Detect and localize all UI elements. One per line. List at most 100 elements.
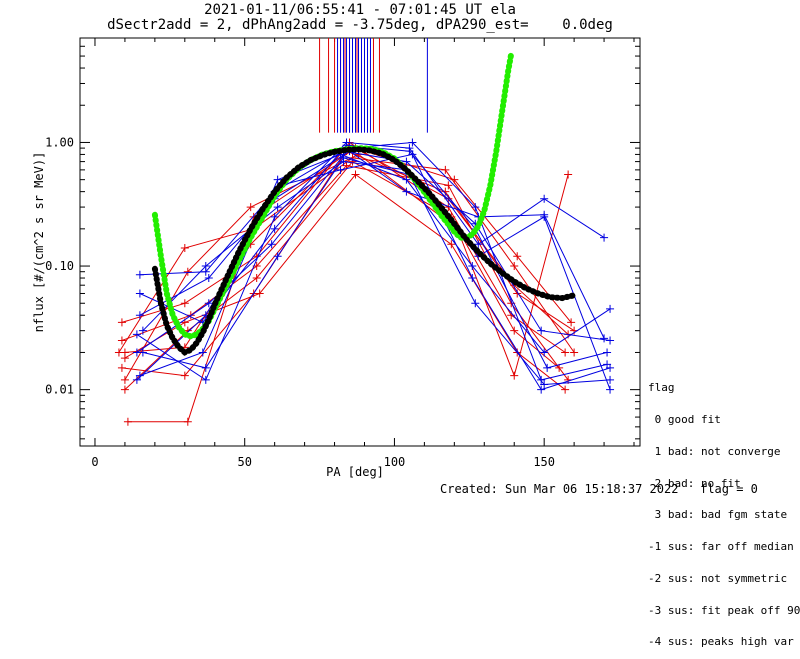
- data-point-red: [441, 165, 450, 174]
- data-point-blue: [606, 363, 615, 372]
- data-point-blue: [537, 385, 546, 394]
- series-line-blue: [142, 161, 611, 390]
- series-line-blue: [139, 150, 611, 341]
- data-point-blue: [132, 375, 141, 384]
- data-point-blue: [402, 157, 411, 166]
- y-tick-label: 0.10: [45, 259, 74, 273]
- x-tick-label: 50: [237, 455, 251, 469]
- data-point-red: [120, 385, 129, 394]
- data-point-blue: [201, 262, 210, 271]
- data-point-blue: [468, 262, 477, 271]
- legend-title: flag: [648, 381, 675, 395]
- data-point-blue: [408, 150, 417, 159]
- data-point-red: [567, 318, 576, 327]
- series-line-red: [121, 150, 575, 377]
- data-point-blue: [540, 210, 549, 219]
- data-point-red: [120, 375, 129, 384]
- data-point-blue: [273, 175, 282, 184]
- data-point-blue: [537, 326, 546, 335]
- legend-entry-2: 2 bad: no fit: [648, 476, 741, 490]
- data-point-blue: [540, 380, 549, 389]
- flag-legend: flag 0 good fit 1 bad: not converge 2 ba…: [648, 362, 800, 659]
- data-point-red: [561, 348, 570, 357]
- x-tick-label: 0: [91, 455, 98, 469]
- legend-entry-3: 3 bad: bad fgm state: [648, 508, 788, 522]
- data-point-blue: [336, 165, 345, 174]
- data-point-red: [561, 385, 570, 394]
- data-point-red: [117, 318, 126, 327]
- data-point-blue: [204, 274, 213, 283]
- data-point-red: [183, 417, 192, 426]
- data-point-blue: [273, 203, 282, 212]
- data-point-red: [564, 170, 573, 179]
- data-point-blue: [537, 375, 546, 384]
- data-point-blue: [135, 289, 144, 298]
- series-line-blue: [139, 144, 608, 369]
- data-point-blue: [603, 348, 612, 357]
- series-line-red: [124, 160, 560, 390]
- data-point-blue: [408, 138, 417, 147]
- data-point-blue: [270, 224, 279, 233]
- legend-entry-6: -3 sus: fit peak off 90: [648, 603, 800, 617]
- data-point-blue: [606, 304, 615, 313]
- data-point-red: [120, 354, 129, 363]
- data-point-red: [513, 289, 522, 298]
- data-point-red: [117, 336, 126, 345]
- data-point-blue: [606, 336, 615, 345]
- chart-title-line1: 2021-01-11/06:55:41 - 07:01:45 UT ela: [204, 2, 516, 18]
- data-point-red: [510, 326, 519, 335]
- data-point-blue: [471, 299, 480, 308]
- axes-frame: [79, 37, 641, 447]
- data-point-blue: [474, 240, 483, 249]
- data-point-blue: [204, 299, 213, 308]
- data-point-blue: [543, 363, 552, 372]
- data-point-red: [123, 417, 132, 426]
- data-point-red: [180, 371, 189, 380]
- series-line-red: [118, 157, 575, 353]
- data-point-blue: [540, 194, 549, 203]
- fit-curve-green: [151, 51, 515, 340]
- series-line-blue: [136, 141, 608, 381]
- axis-ticks: 0 50 100 150 0.01 0.10 1.00: [45, 37, 640, 469]
- data-point-blue: [600, 233, 609, 242]
- data-point-red: [246, 203, 255, 212]
- data-point-red: [183, 267, 192, 276]
- legend-entry-0: 0 good fit: [648, 412, 721, 426]
- data-point-blue: [135, 270, 144, 279]
- series-line-blue: [136, 141, 605, 381]
- data-point-red: [114, 348, 123, 357]
- data-point-blue: [138, 348, 147, 357]
- data-point-blue: [135, 371, 144, 380]
- chart-title-line2: dSectr2add = 2, dPhAng2add = -3.75deg, d…: [107, 17, 613, 33]
- data-point-red: [117, 363, 126, 372]
- data-point-blue: [273, 252, 282, 261]
- data-point-blue: [135, 311, 144, 320]
- series-line-blue: [139, 150, 605, 339]
- data-point-blue: [540, 348, 549, 357]
- peak-markers: [319, 38, 428, 133]
- data-point-blue: [138, 326, 147, 335]
- data-point-red: [447, 240, 456, 249]
- data-point-red: [351, 170, 360, 179]
- data-point-red: [510, 371, 519, 380]
- data-point-blue: [198, 348, 207, 357]
- created-timestamp: Created: Sun Mar 06 15:18:37 2022: [440, 482, 679, 496]
- data-point-red: [441, 187, 450, 196]
- legend-entry-5: -2 sus: not symmetric: [648, 571, 788, 585]
- flag-status: flag = 0: [700, 482, 758, 496]
- legend-entry-4: -1 sus: far off median: [648, 540, 794, 554]
- x-tick-label: 150: [533, 455, 555, 469]
- data-point-red: [513, 252, 522, 261]
- fit-curve-black: [151, 146, 578, 356]
- y-tick-label: 1.00: [45, 135, 74, 149]
- series-line-blue: [139, 153, 611, 377]
- data-point-blue: [339, 153, 348, 162]
- plot-area: 0 50 100 150 0.01 0.10 1.00 PA [deg] nflux [#/…: [32, 37, 641, 479]
- footer: Created: Sun Mar 06 15:18:37 2022 flag =…: [440, 482, 758, 496]
- fit-curves: [151, 51, 578, 356]
- data-point-red: [255, 289, 264, 298]
- legend-entry-7: -4 sus: peaks high var: [648, 635, 794, 649]
- data-point-blue: [132, 330, 141, 339]
- data-point-blue: [468, 274, 477, 283]
- data-point-red: [570, 348, 579, 357]
